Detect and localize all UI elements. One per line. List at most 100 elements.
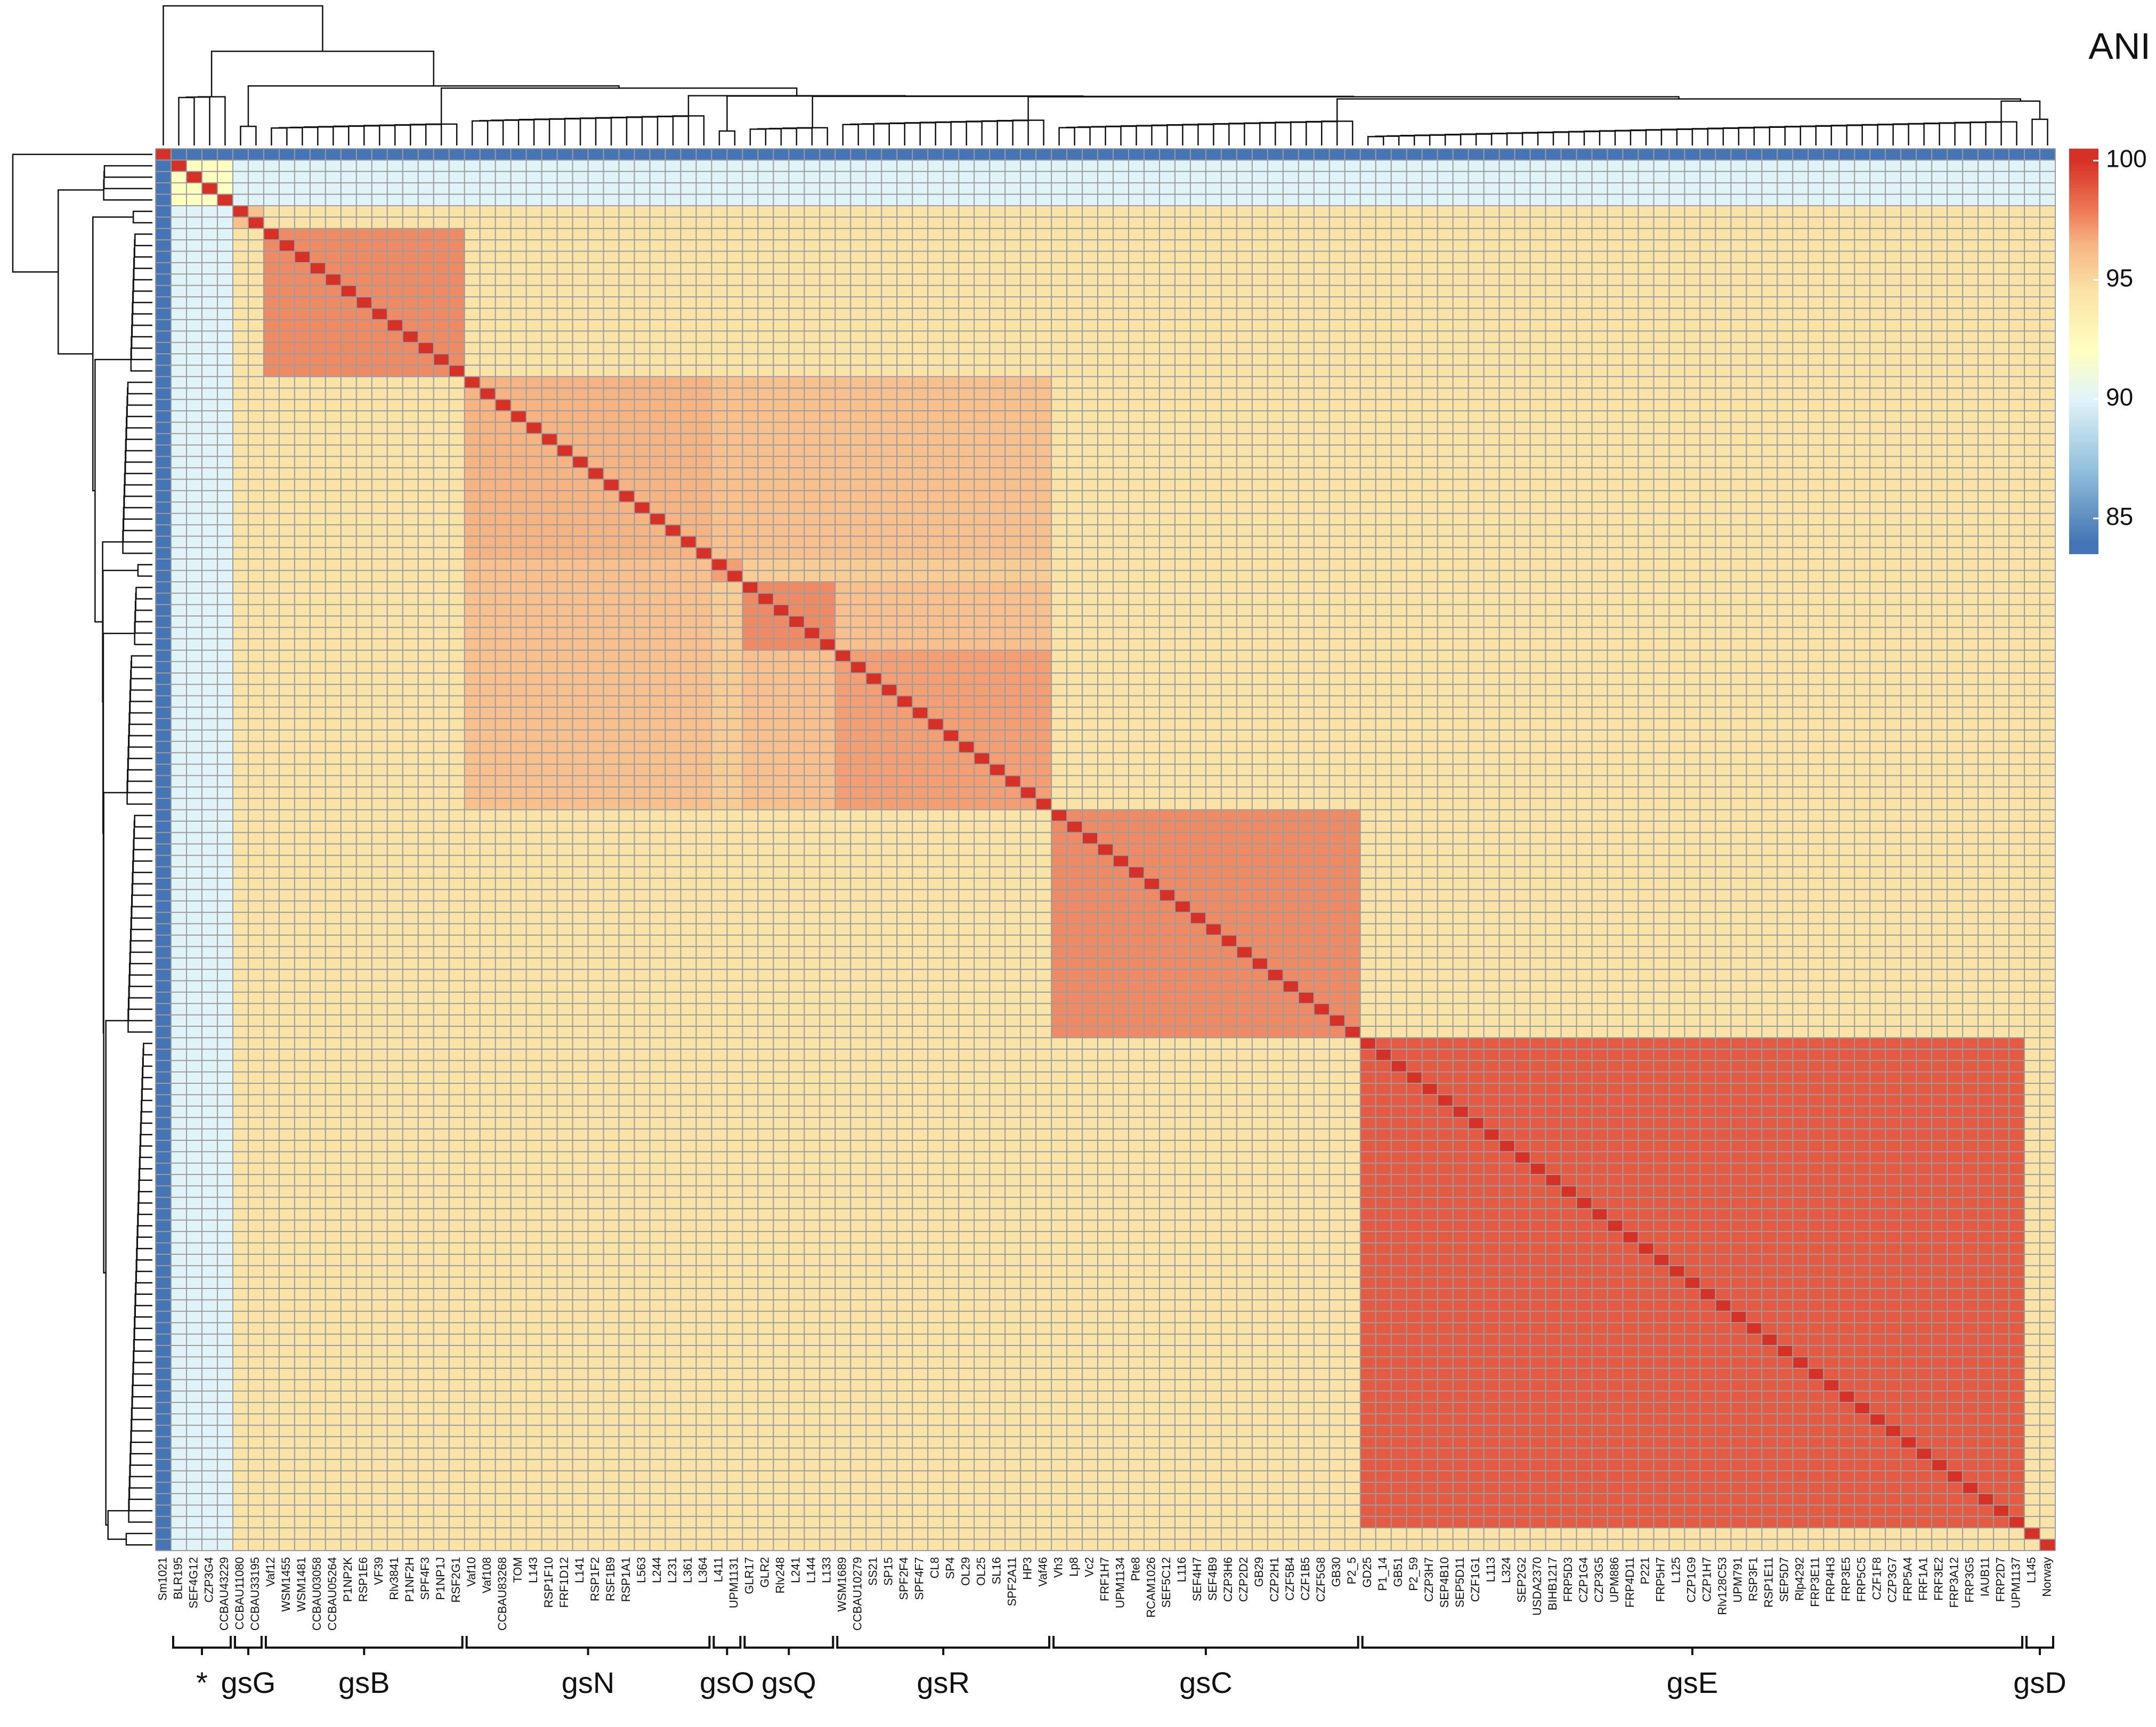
column-label: L145 — [2024, 1557, 2038, 1583]
heat-cell-self — [943, 729, 959, 742]
top-dendrogram — [410, 124, 442, 145]
heat-cell-self — [1082, 832, 1098, 844]
heat-cell-self — [263, 228, 279, 240]
column-label: P1NF2H — [403, 1557, 416, 1602]
top-dendrogram — [210, 51, 435, 97]
group-bracket — [465, 1636, 711, 1655]
group-bracket — [2025, 1636, 2054, 1655]
left-dendrogram — [130, 347, 152, 372]
top-dendrogram — [1259, 121, 1292, 145]
top-dendrogram — [1367, 136, 1384, 145]
column-label: RSP1A1 — [619, 1557, 633, 1602]
column-label: FRP4H3 — [1824, 1557, 1837, 1602]
left-dendrogram — [94, 359, 131, 623]
top-dendrogram — [1077, 126, 1106, 145]
column-label: CZP1G9 — [1685, 1557, 1698, 1603]
top-dendrogram — [1387, 135, 1415, 145]
column-label: FRP5A4 — [1901, 1557, 1914, 1601]
heat-cell-self — [2024, 1528, 2040, 1539]
heat-cell-self — [371, 308, 387, 320]
heat-cell-self — [1808, 1368, 1824, 1380]
left-dendrogram — [134, 233, 152, 247]
column-label: SPF2A11 — [1005, 1557, 1018, 1607]
heat-cell-self — [959, 741, 975, 753]
heat-cell-self — [1870, 1414, 1886, 1425]
left-dendrogram — [133, 257, 152, 281]
left-dendrogram — [126, 780, 152, 805]
left-dendrogram — [127, 1008, 152, 1033]
heat-cell-self — [820, 638, 836, 651]
heat-block — [156, 228, 171, 377]
column-label: CZP1G4 — [1577, 1557, 1590, 1603]
left-dendrogram — [129, 690, 152, 714]
left-dendrogram — [127, 997, 152, 1021]
column-label: SS21 — [866, 1557, 880, 1586]
heat-cell-self — [1174, 901, 1190, 913]
heat-cell-self — [387, 319, 403, 331]
top-dendrogram — [278, 127, 303, 145]
group-label: gsD — [2013, 1666, 2066, 1699]
group-bracket — [743, 1636, 834, 1655]
left-dendrogram — [12, 153, 152, 273]
column-label: CZF1F8 — [1870, 1557, 1883, 1600]
group-label: gsB — [338, 1666, 390, 1699]
column-label: SEF5C12 — [1160, 1557, 1173, 1608]
top-dendrogram — [749, 128, 767, 145]
heat-cell-self — [1144, 878, 1160, 890]
left-dendrogram — [125, 1533, 152, 1546]
heat-cell-self — [1499, 1140, 1515, 1152]
heat-cell-self — [464, 376, 480, 388]
left-dendrogram — [129, 679, 152, 702]
heat-cell-self — [1051, 809, 1067, 822]
heat-cell-self — [1375, 1049, 1391, 1061]
heat-cell-self — [1947, 1471, 1963, 1482]
top-dendrogram — [1166, 124, 1199, 145]
left-dendrogram — [126, 406, 152, 429]
left-dendrogram — [128, 974, 152, 999]
left-dendrogram — [131, 336, 152, 360]
column-label: L125 — [1669, 1557, 1683, 1583]
column-label: CZP2H1 — [1268, 1557, 1281, 1602]
column-label: P1NP2K — [341, 1557, 354, 1602]
heat-cell-self — [1592, 1209, 1608, 1220]
column-label: P221 — [1639, 1557, 1652, 1584]
heat-block — [263, 149, 465, 160]
left-dendrogram — [131, 655, 152, 668]
left-dendrogram — [135, 592, 152, 611]
column-label: GD25 — [1360, 1557, 1374, 1587]
heat-cell-self — [433, 354, 449, 366]
group-label: gsQ — [761, 1666, 816, 1699]
heat-cell-self — [1236, 946, 1252, 958]
heat-cell-self — [881, 684, 897, 696]
top-dendrogram — [1275, 121, 1307, 145]
column-label: FRF1A1 — [1916, 1557, 1930, 1601]
column-label: RSP3F1 — [1747, 1557, 1760, 1601]
heat-cell-self — [1283, 980, 1299, 992]
heat-cell-self — [232, 205, 248, 217]
heat-cell-self — [1700, 1288, 1716, 1300]
column-label: FRP5H7 — [1654, 1557, 1667, 1602]
top-dendrogram — [379, 124, 411, 145]
column-label: CZF5B4 — [1283, 1557, 1296, 1601]
column-label: Norway — [2040, 1557, 2053, 1597]
heat-cell-self — [1113, 855, 1129, 867]
top-dendrogram — [1121, 125, 1153, 145]
heat-cell-self — [1314, 1003, 1330, 1015]
heat-cell-self — [356, 297, 372, 309]
column-label: SEF4H7 — [1190, 1557, 1204, 1601]
heat-cell-self — [1329, 1015, 1345, 1027]
heat-cell-self — [402, 331, 418, 343]
top-dendrogram — [2000, 100, 2041, 122]
column-label: BLR195 — [171, 1557, 184, 1600]
heat-cell-self — [1530, 1163, 1546, 1175]
column-label: TOM — [511, 1557, 524, 1583]
column-label: FRF1H7 — [1098, 1557, 1111, 1601]
left-dendrogram — [134, 611, 152, 634]
column-label: Sm1021 — [156, 1557, 169, 1601]
heat-cell-self — [1344, 1026, 1360, 1038]
column-label: OL29 — [959, 1557, 972, 1586]
heat-cell-self — [990, 764, 1006, 776]
heat-cell-self — [619, 490, 635, 502]
heat-cell-self — [171, 160, 187, 172]
